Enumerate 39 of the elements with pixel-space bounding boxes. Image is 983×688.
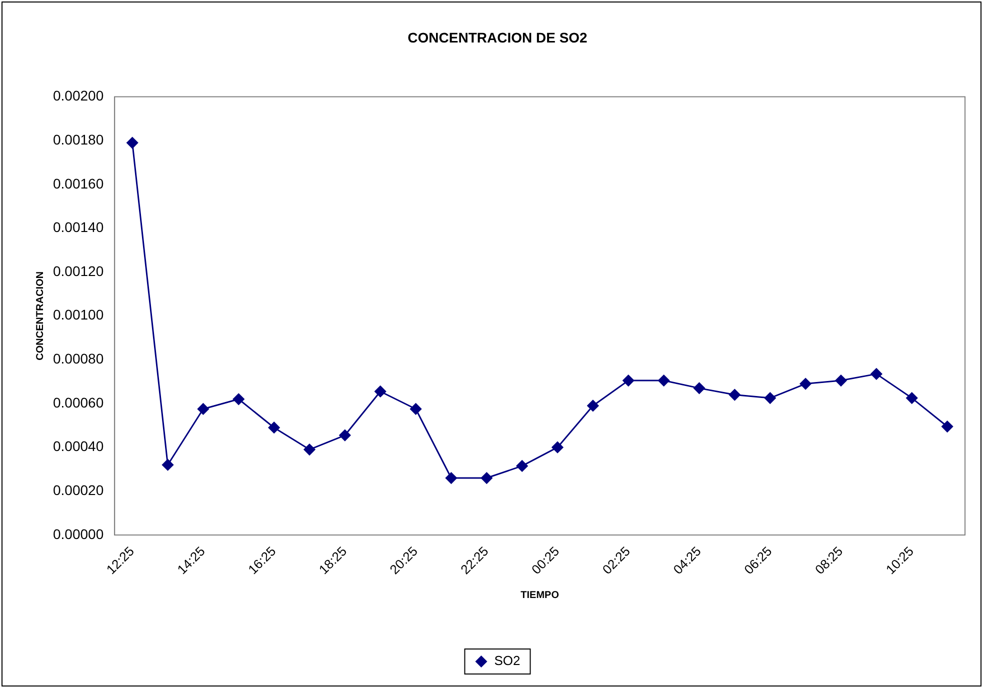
point (126, 137, 138, 149)
point (587, 400, 599, 412)
point (162, 459, 174, 471)
point (942, 420, 954, 432)
point (410, 403, 422, 415)
point (694, 382, 705, 394)
y-tick-label: 0.00000 (52, 526, 104, 542)
y-tick-label: 0.00140 (52, 219, 104, 236)
y-tick-label: 0.00100 (52, 306, 104, 323)
point (232, 393, 244, 405)
y-tick-label: 0.00180 (52, 131, 104, 148)
point (516, 460, 528, 472)
point (268, 422, 280, 434)
point (906, 392, 918, 404)
point (800, 378, 812, 390)
y-tick-label: 0.00020 (52, 482, 104, 498)
point (480, 472, 492, 484)
point (197, 403, 209, 415)
y-tick-label: 0.00200 (52, 88, 104, 104)
point (870, 368, 882, 380)
point (304, 444, 316, 456)
point (728, 389, 740, 401)
point (339, 430, 351, 442)
legend-label: SO2 (494, 653, 520, 668)
chart-title: CONCENTRACION DE SO2 (408, 29, 588, 46)
point (552, 442, 564, 454)
y-tick-label: 0.00120 (52, 262, 104, 279)
y-tick-label: 0.00080 (52, 350, 104, 367)
point (374, 386, 386, 398)
y-tick-label: 0.00160 (52, 175, 104, 192)
point (445, 472, 457, 484)
y-tick-label: 0.00040 (52, 438, 104, 454)
point (764, 392, 776, 404)
point (658, 374, 670, 386)
point (835, 374, 847, 386)
x-axis-title: TIEMPO (520, 590, 560, 601)
y-tick-label: 0.00060 (52, 394, 104, 410)
point (622, 374, 634, 386)
y-axis-title: CONCENTRACION (34, 271, 46, 360)
